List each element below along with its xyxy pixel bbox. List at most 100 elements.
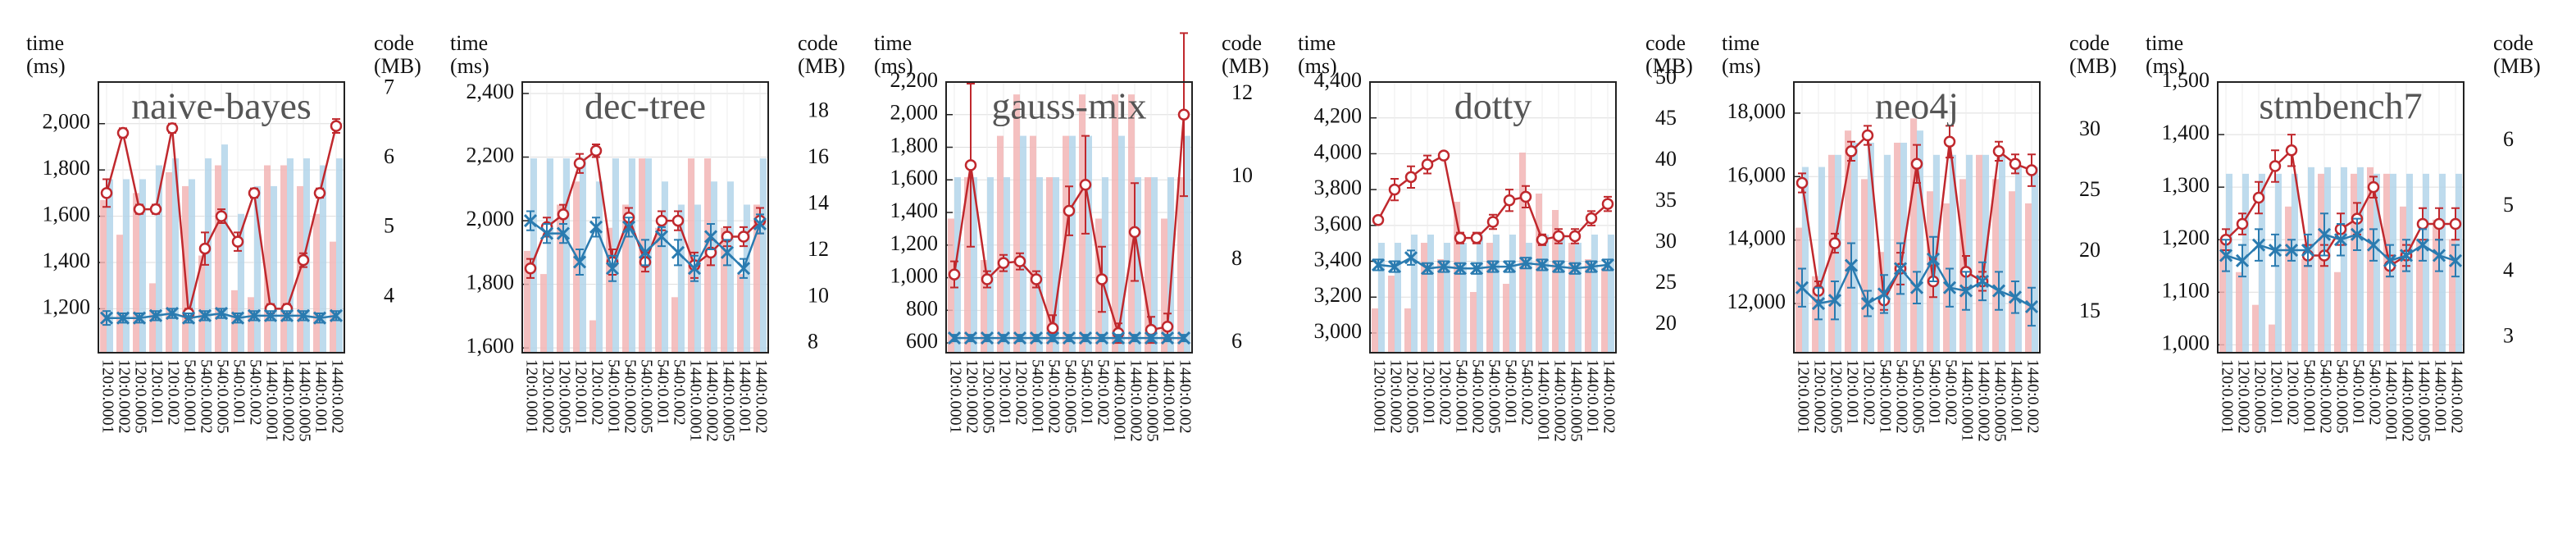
marker	[1910, 157, 1923, 171]
y-tick-label: 1,100	[2162, 278, 2210, 302]
marker	[100, 187, 113, 199]
x-tick-label: 120:0.002	[588, 359, 606, 426]
marker	[1127, 331, 1142, 345]
bar	[1118, 135, 1125, 354]
marker	[1420, 262, 1435, 276]
bar	[573, 181, 580, 353]
bar	[1552, 210, 1559, 353]
marker	[1161, 320, 1174, 333]
y-tick-label: 1,400	[2162, 121, 2210, 144]
bar	[540, 274, 547, 353]
y2-tick-label: 6	[384, 144, 394, 168]
marker	[1486, 216, 1500, 228]
marker	[2009, 157, 2022, 171]
marker	[1078, 331, 1093, 345]
bar	[1966, 154, 1973, 353]
bar	[1818, 167, 1825, 353]
marker	[2235, 253, 2250, 267]
bar	[1128, 94, 1135, 354]
bar	[2252, 304, 2259, 353]
marker	[1437, 149, 1450, 162]
bar	[1112, 94, 1118, 354]
bar	[1135, 177, 1141, 353]
x-tick-label: 1440:0.0001	[1958, 359, 1976, 442]
x-tick-label: 540:0.001	[2349, 359, 2367, 426]
bar	[1085, 135, 1092, 354]
marker	[330, 120, 343, 132]
bar	[557, 204, 563, 353]
marker	[963, 331, 978, 345]
bar	[320, 165, 326, 353]
bar	[589, 320, 596, 353]
bar	[1917, 130, 1923, 354]
chart-title: neo4j	[1875, 85, 1959, 127]
x-tick-label: 120:0.0005	[555, 359, 573, 434]
bar	[1851, 142, 1858, 353]
x-tick-label: 1440:0.002	[328, 359, 346, 434]
bar	[2285, 206, 2292, 353]
y-tick-label: 4,000	[1314, 139, 1363, 163]
y-tick-label: 2,000	[890, 101, 939, 125]
marker	[133, 203, 146, 216]
subplot: 1,2001,4001,6001,8002,0004567120:0.00011…	[26, 31, 421, 442]
bar	[1503, 284, 1509, 353]
bar	[1079, 94, 1085, 354]
bar	[596, 181, 603, 353]
x-tick-label: 1440:0.002	[1600, 359, 1618, 434]
bar	[622, 204, 629, 353]
bar	[563, 158, 570, 353]
marker	[1893, 262, 1908, 276]
marker	[1518, 256, 1533, 270]
marker	[1827, 294, 1842, 308]
marker	[2269, 160, 2282, 172]
bar	[1053, 177, 1059, 353]
marker	[2268, 243, 2282, 258]
marker	[215, 210, 228, 222]
chart-title: naive-bayes	[131, 85, 312, 127]
bar	[1884, 154, 1891, 353]
bar	[948, 218, 954, 353]
plot-frame	[945, 81, 1193, 354]
marker	[296, 308, 311, 322]
y-tick-label: 18,000	[1727, 99, 1786, 123]
marker	[1601, 198, 1614, 210]
bar	[248, 297, 254, 353]
marker	[1372, 214, 1385, 226]
marker	[1926, 252, 1941, 266]
y2-tick-label: 12	[1231, 80, 1253, 104]
marker	[1811, 296, 1826, 311]
marker	[1404, 171, 1418, 184]
bar	[1812, 276, 1818, 353]
marker	[198, 308, 212, 322]
bar	[1372, 308, 1378, 353]
bar	[1976, 154, 1982, 353]
marker	[2285, 144, 2298, 157]
marker	[297, 253, 310, 267]
bar	[2341, 167, 2347, 353]
bar	[1894, 142, 1900, 353]
y-tick-label: 1,800	[890, 133, 939, 157]
marker	[1992, 145, 2005, 157]
bar	[981, 259, 987, 353]
marker	[2251, 238, 2266, 252]
marker	[948, 268, 961, 281]
bar	[280, 165, 287, 353]
x-tick-label: 120:0.0001	[98, 359, 116, 434]
chart-title: dotty	[1454, 85, 1532, 127]
y2-tick-label: 12	[808, 237, 829, 261]
bar	[139, 179, 146, 353]
marker	[997, 257, 1010, 269]
marker	[2366, 238, 2381, 252]
x-tick-label: 1440:0.002	[1176, 359, 1194, 434]
y-tick-label: 1,300	[2162, 173, 2210, 197]
plot-frame	[1369, 81, 1617, 354]
bar	[954, 177, 961, 353]
bar	[2259, 173, 2265, 353]
bar	[1910, 118, 1917, 353]
marker	[1486, 260, 1500, 274]
bar	[1395, 243, 1401, 353]
marker	[2301, 243, 2315, 258]
y-axis-label: (ms)	[1298, 54, 1337, 78]
marker	[1144, 331, 1158, 345]
x-tick-label: 120:0.0002	[1810, 359, 1828, 434]
